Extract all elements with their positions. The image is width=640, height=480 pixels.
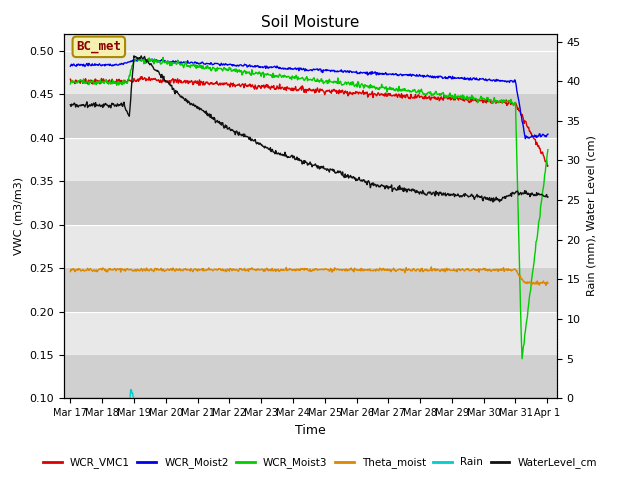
Y-axis label: Rain (mm), Water Level (cm): Rain (mm), Water Level (cm) xyxy=(586,135,596,297)
Title: Soil Moisture: Soil Moisture xyxy=(261,15,360,30)
Text: BC_met: BC_met xyxy=(76,40,122,53)
Bar xyxy=(64,268,557,312)
Y-axis label: VWC (m3/m3): VWC (m3/m3) xyxy=(14,177,24,255)
Bar xyxy=(64,181,557,225)
Bar xyxy=(64,95,557,138)
Bar xyxy=(64,355,557,398)
Legend: WCR_VMC1, WCR_Moist2, WCR_Moist3, Theta_moist, Rain, WaterLevel_cm: WCR_VMC1, WCR_Moist2, WCR_Moist3, Theta_… xyxy=(38,453,602,472)
X-axis label: Time: Time xyxy=(295,424,326,437)
